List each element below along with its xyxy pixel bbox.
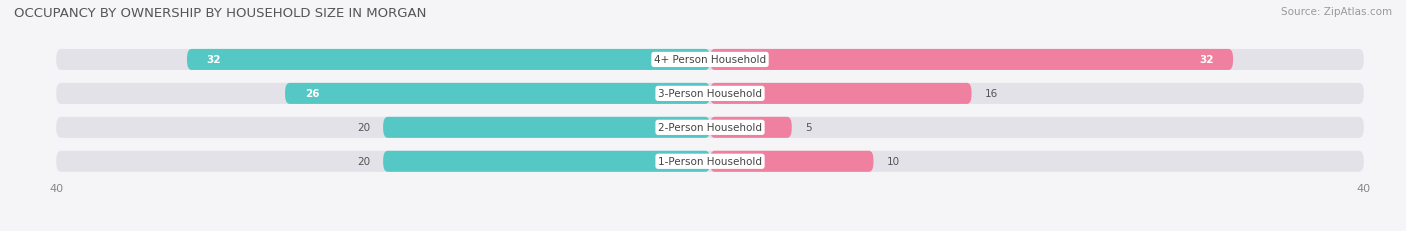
- Text: 20: 20: [357, 157, 370, 167]
- FancyBboxPatch shape: [56, 83, 1364, 104]
- Text: 10: 10: [887, 157, 900, 167]
- FancyBboxPatch shape: [56, 151, 1364, 172]
- FancyBboxPatch shape: [382, 117, 710, 138]
- FancyBboxPatch shape: [710, 117, 792, 138]
- Text: 3-Person Household: 3-Person Household: [658, 89, 762, 99]
- FancyBboxPatch shape: [710, 151, 873, 172]
- Text: 32: 32: [1199, 55, 1213, 65]
- Text: 2-Person Household: 2-Person Household: [658, 123, 762, 133]
- FancyBboxPatch shape: [710, 50, 1233, 71]
- FancyBboxPatch shape: [382, 151, 710, 172]
- FancyBboxPatch shape: [285, 83, 710, 104]
- Text: 16: 16: [984, 89, 998, 99]
- Text: 5: 5: [804, 123, 811, 133]
- FancyBboxPatch shape: [710, 83, 972, 104]
- Text: 4+ Person Household: 4+ Person Household: [654, 55, 766, 65]
- Text: 26: 26: [305, 89, 319, 99]
- FancyBboxPatch shape: [187, 50, 710, 71]
- Text: 32: 32: [207, 55, 221, 65]
- Text: 1-Person Household: 1-Person Household: [658, 157, 762, 167]
- Text: Source: ZipAtlas.com: Source: ZipAtlas.com: [1281, 7, 1392, 17]
- FancyBboxPatch shape: [56, 50, 1364, 71]
- Text: 20: 20: [357, 123, 370, 133]
- FancyBboxPatch shape: [56, 117, 1364, 138]
- Text: OCCUPANCY BY OWNERSHIP BY HOUSEHOLD SIZE IN MORGAN: OCCUPANCY BY OWNERSHIP BY HOUSEHOLD SIZE…: [14, 7, 426, 20]
